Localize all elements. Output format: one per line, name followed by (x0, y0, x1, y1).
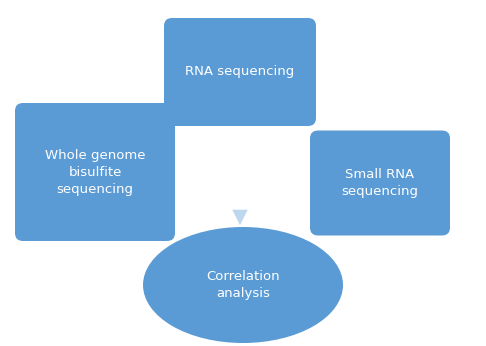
Text: Whole genome
bisulfite
sequencing: Whole genome bisulfite sequencing (45, 148, 145, 195)
Text: RNA sequencing: RNA sequencing (185, 65, 295, 79)
FancyBboxPatch shape (310, 130, 450, 236)
FancyBboxPatch shape (164, 18, 316, 126)
Text: Correlation
analysis: Correlation analysis (206, 270, 280, 300)
Ellipse shape (143, 227, 343, 343)
Text: Small RNA
sequencing: Small RNA sequencing (342, 168, 418, 198)
FancyBboxPatch shape (15, 103, 175, 241)
